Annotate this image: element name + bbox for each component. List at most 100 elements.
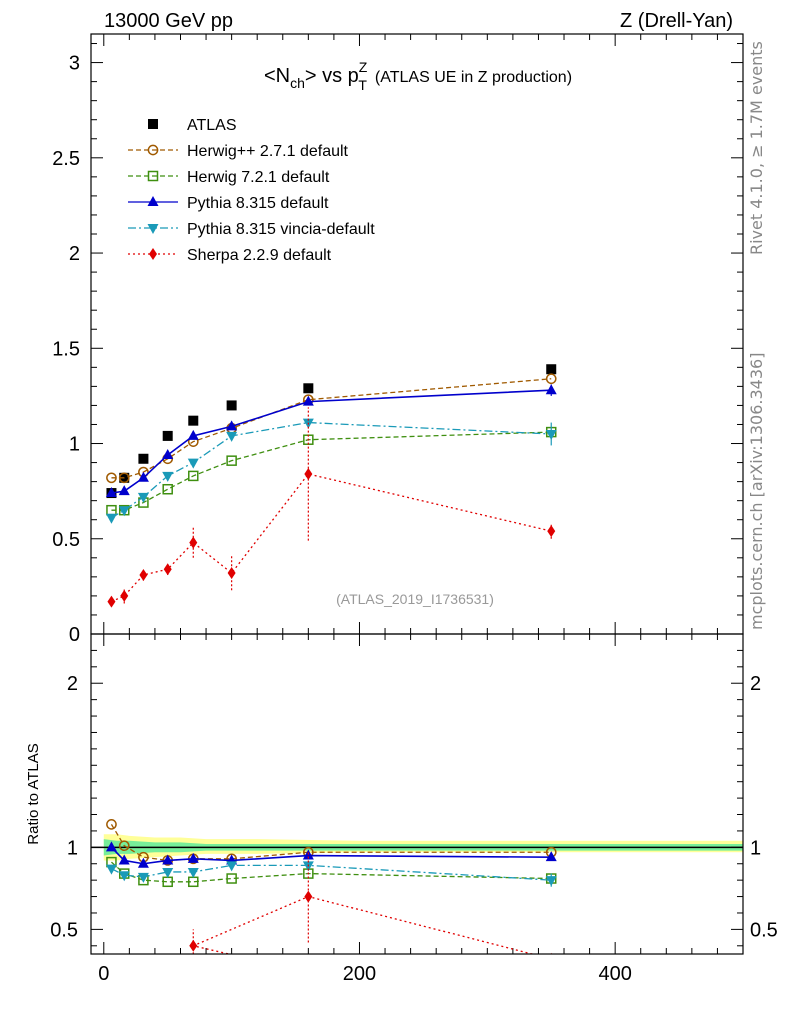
main-ytick-label: 0 bbox=[69, 624, 80, 646]
main-point-pythia-8-315-default bbox=[118, 485, 130, 496]
ratio-ytick-label-right: 0.5 bbox=[750, 919, 778, 941]
ratio-point-pythia-8-315-default bbox=[118, 854, 130, 865]
main-panel: 0 0.5 1 1.5 2 2.5 3 <Nch> vs pZ T (ATLAS UE in Z… bbox=[52, 33, 744, 646]
main-series bbox=[105, 364, 557, 608]
main-point-pythia-8-315-vincia-default bbox=[137, 492, 149, 503]
ratio-point-pythia-8-315-default bbox=[162, 854, 174, 865]
main-point-herwig-7-2-1-default bbox=[226, 455, 237, 466]
analysis-watermark: (ATLAS_2019_I1736531) bbox=[336, 591, 494, 607]
ratio-point-pythia-8-315-vincia-default bbox=[105, 864, 117, 875]
main-series-sherpa-2-2-9-default bbox=[107, 407, 556, 608]
ratio-point-pythia-8-315-default bbox=[187, 852, 199, 863]
main-series-herwig-2-7-1-default bbox=[106, 373, 557, 484]
legend-item-sherpa-2-2-9-default: Sherpa 2.2.9 default bbox=[128, 247, 332, 264]
ratio-point-pythia-8-315-default bbox=[137, 857, 149, 868]
main-point-pythia-8-315-vincia-default bbox=[187, 458, 199, 469]
legend-item-pythia-8-315-vincia-default: Pythia 8.315 vincia-default bbox=[128, 221, 375, 238]
main-axis-ticks bbox=[91, 34, 744, 635]
main-point-pythia-8-315-vincia-default bbox=[545, 430, 557, 440]
main-point-herwig-2-7-1-default bbox=[106, 472, 117, 484]
ratio-point-pythia-8-315-vincia-default bbox=[162, 867, 174, 878]
legend-marker bbox=[147, 144, 159, 156]
ratio-point-herwig-2-7-1-default bbox=[118, 840, 130, 852]
main-ytick-label: 3 bbox=[69, 53, 80, 75]
main-series-pythia-8-315-vincia-default bbox=[105, 418, 557, 524]
ratio-point-pythia-8-315-vincia-default bbox=[226, 861, 238, 872]
ratio-panel: 0.5 0.5 1 1 2 2 0 200 400 Ratio to ATLAS bbox=[25, 633, 778, 985]
legend-label: Sherpa 2.2.9 default bbox=[187, 247, 332, 264]
title-sub-ch: ch bbox=[290, 75, 305, 91]
legend-label: Herwig++ 2.7.1 default bbox=[187, 143, 349, 160]
main-point-pythia-8-315-default bbox=[105, 487, 117, 498]
main-point-herwig-7-2-1-default bbox=[162, 483, 173, 495]
main-point-pythia-8-315-default bbox=[545, 384, 557, 395]
main-point-sherpa-2-2-9-default bbox=[547, 525, 556, 538]
ratio-ytick-label: 0.5 bbox=[50, 919, 78, 941]
ratio-point-sherpa-2-2-9-default bbox=[189, 939, 198, 952]
title-pre: <N bbox=[264, 65, 290, 87]
main-ytick-label: 2.5 bbox=[52, 148, 80, 170]
legend-label: Pythia 8.315 vincia-default bbox=[187, 221, 375, 238]
legend-marker bbox=[147, 224, 159, 234]
legend-marker bbox=[147, 196, 159, 206]
main-ytick-label: 2 bbox=[69, 243, 80, 265]
main-point-herwig-2-7-1-default bbox=[545, 373, 557, 385]
ratio-xtick-labels: 0 200 400 bbox=[98, 963, 632, 985]
main-point-pythia-8-315-vincia-default bbox=[226, 431, 238, 442]
ratio-axis-ticks bbox=[91, 633, 744, 954]
main-point-herwig-2-7-1-default bbox=[118, 472, 130, 484]
main-point-sherpa-2-2-9-default bbox=[227, 567, 236, 580]
ratio-xtick-label: 200 bbox=[343, 963, 376, 985]
main-point-sherpa-2-2-9-default bbox=[189, 536, 198, 549]
title-sub-t: T bbox=[358, 77, 367, 93]
main-ytick-labels: 0 0.5 1 1.5 2 2.5 3 bbox=[52, 53, 80, 646]
ratio-line-pythia-8-315-vincia-default bbox=[111, 864, 552, 881]
ratio-xtick-label: 0 bbox=[98, 963, 109, 985]
ratio-point-pythia-8-315-vincia-default bbox=[118, 871, 130, 882]
ratio-series-pythia-8-315-default bbox=[105, 841, 557, 868]
main-line-pythia-8-315-vincia-default bbox=[111, 421, 552, 519]
header-right: Z (Drell-Yan) bbox=[620, 10, 733, 32]
main-point-pythia-8-315-default bbox=[302, 395, 314, 406]
ratio-ytick-label-right: 2 bbox=[750, 673, 761, 695]
title-post: (ATLAS UE in Z production) bbox=[375, 69, 572, 86]
legend-label: Pythia 8.315 default bbox=[187, 195, 329, 212]
main-point-pythia-8-315-vincia-default bbox=[105, 513, 117, 524]
ratio-point-sherpa-2-2-9-default bbox=[550, 952, 552, 954]
ratio-ytick-label-right: 1 bbox=[750, 837, 761, 859]
title-sup-z: Z bbox=[359, 59, 368, 75]
ratio-series bbox=[105, 819, 557, 954]
main-point-atlas bbox=[138, 453, 149, 464]
main-point-pythia-8-315-default bbox=[226, 420, 238, 431]
main-point-pythia-8-315-default bbox=[162, 448, 174, 459]
ratio-point-pythia-8-315-default bbox=[105, 841, 117, 852]
mcplots-label: mcplots.cern.ch [arXiv:1306.3436] bbox=[747, 353, 766, 630]
main-point-atlas bbox=[546, 364, 557, 375]
ratio-line-sherpa-2-2-9-default bbox=[191, 895, 535, 954]
main-point-atlas bbox=[303, 383, 314, 394]
main-point-atlas bbox=[188, 415, 199, 426]
main-ytick-label: 1.5 bbox=[52, 338, 80, 360]
ratio-point-herwig-7-2-1-default bbox=[226, 873, 237, 884]
ratio-point-pythia-8-315-default bbox=[545, 851, 557, 862]
main-ytick-label: 1 bbox=[69, 434, 80, 456]
legend-marker bbox=[148, 119, 158, 129]
main-point-pythia-8-315-default bbox=[187, 429, 199, 440]
ratio-point-pythia-8-315-vincia-default bbox=[137, 872, 149, 883]
rivet-label: Rivet 4.1.0, ≥ 1.7M events bbox=[747, 41, 766, 255]
ratio-point-pythia-8-315-vincia-default bbox=[545, 876, 557, 887]
ratio-xtick-label: 400 bbox=[598, 963, 631, 985]
title-mid: > vs p bbox=[305, 65, 359, 87]
main-point-sherpa-2-2-9-default bbox=[139, 568, 148, 581]
main-point-atlas bbox=[162, 430, 173, 441]
legend: ATLAS Herwig++ 2.7.1 default Herwig 7.2.1 … bbox=[128, 117, 375, 264]
legend-label: Herwig 7.2.1 default bbox=[187, 169, 330, 186]
main-point-pythia-8-315-vincia-default bbox=[162, 471, 174, 482]
ratio-ytick-labels: 0.5 0.5 1 1 2 2 bbox=[50, 673, 778, 941]
main-point-sherpa-2-2-9-default bbox=[163, 563, 172, 576]
main-point-sherpa-2-2-9-default bbox=[107, 595, 116, 608]
main-point-pythia-8-315-default bbox=[137, 471, 149, 482]
ratio-point-herwig-2-7-1-default bbox=[106, 819, 117, 830]
ratio-point-pythia-8-315-vincia-default bbox=[187, 867, 199, 878]
